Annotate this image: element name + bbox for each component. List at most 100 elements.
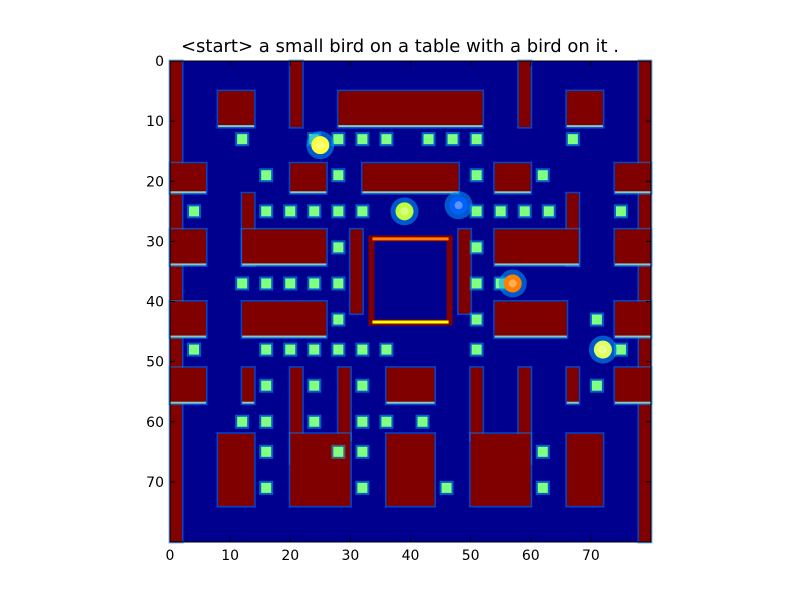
pellet <box>333 278 344 289</box>
wall-edge <box>494 335 567 338</box>
pellet <box>519 206 530 217</box>
wall-block <box>566 367 579 404</box>
pellet <box>591 380 602 391</box>
ghost-3-core <box>508 279 517 288</box>
wall-block <box>386 367 435 404</box>
wall-block <box>170 229 207 266</box>
wall-block <box>218 91 255 128</box>
pellet <box>309 344 320 355</box>
pellet <box>537 170 548 181</box>
pellet <box>237 134 248 145</box>
wall-edge <box>218 125 255 128</box>
wall-edge <box>242 401 255 404</box>
pellet <box>285 278 296 289</box>
pellet <box>237 416 248 427</box>
pellet <box>261 206 272 217</box>
ghost-2-core <box>454 201 463 210</box>
wall-block <box>290 163 327 194</box>
pellet <box>333 314 344 325</box>
wall-block <box>566 91 603 128</box>
chart-title: <start> a small bird on a table with a b… <box>180 36 620 57</box>
pellet <box>309 416 320 427</box>
wall-edge <box>566 125 603 128</box>
wall-edge <box>242 263 327 266</box>
wall-edge <box>614 263 651 266</box>
wall-block <box>470 367 483 440</box>
maze-heatmap <box>168 59 653 544</box>
wall-block <box>338 367 351 440</box>
wall-edge <box>362 191 459 194</box>
pellet <box>261 278 272 289</box>
pellet <box>357 380 368 391</box>
pellet <box>471 170 482 181</box>
wall-block <box>386 433 435 506</box>
ghost-3 <box>503 274 522 293</box>
x-tick-label: 70 <box>582 548 600 564</box>
wall-block <box>362 163 459 194</box>
ghost-2 <box>449 196 468 215</box>
wall-edge <box>242 335 327 338</box>
wall-block <box>470 433 531 506</box>
x-tick-label: 30 <box>341 548 359 564</box>
pellet <box>261 170 272 181</box>
wall-block <box>290 61 303 128</box>
pellet <box>417 416 428 427</box>
pellet <box>333 170 344 181</box>
ghost-1 <box>395 202 414 221</box>
wall-block <box>614 229 651 266</box>
y-tick-label: 30 <box>146 234 164 250</box>
pellet <box>381 344 392 355</box>
y-tick-label: 40 <box>146 295 164 311</box>
pellet <box>591 314 602 325</box>
pellet <box>615 344 626 355</box>
wall-edge <box>170 401 207 404</box>
pellet <box>537 482 548 493</box>
wall-edge <box>614 401 651 404</box>
pellet <box>189 206 200 217</box>
wall-block <box>218 433 255 506</box>
ghost-box-interior <box>374 241 447 320</box>
wall-block <box>494 301 567 338</box>
ghost-box-edge <box>372 320 449 324</box>
x-tick-label: 60 <box>522 548 540 564</box>
wall-edge <box>494 263 579 266</box>
pacman-core <box>316 141 325 150</box>
pellet <box>261 380 272 391</box>
wall-block <box>290 433 351 506</box>
pacman <box>311 136 330 155</box>
pellet <box>471 242 482 253</box>
ghost-4-core <box>598 345 607 354</box>
pellet <box>261 344 272 355</box>
pellet <box>567 134 578 145</box>
pellet <box>441 482 452 493</box>
pellet <box>357 206 368 217</box>
pellet <box>471 314 482 325</box>
pellet <box>357 482 368 493</box>
pellet <box>381 134 392 145</box>
pellet <box>309 380 320 391</box>
wall-edge <box>614 335 651 338</box>
wall-block <box>614 301 651 338</box>
pellet <box>423 134 434 145</box>
pellet <box>615 206 626 217</box>
y-tick-label: 20 <box>146 174 164 190</box>
pellet <box>537 446 548 457</box>
wall-block <box>566 433 603 506</box>
x-tick-label: 10 <box>221 548 239 564</box>
wall-block <box>494 229 579 266</box>
wall-block <box>170 163 207 194</box>
pellet <box>357 416 368 427</box>
wall-block <box>338 91 483 128</box>
wall-edge <box>170 191 207 194</box>
pellet <box>309 206 320 217</box>
wall-edge <box>290 191 327 194</box>
pellet <box>285 206 296 217</box>
pellet <box>261 416 272 427</box>
pellet <box>381 416 392 427</box>
pellet <box>495 206 506 217</box>
wall-edge <box>170 263 207 266</box>
pellet <box>333 344 344 355</box>
ghost-1-core <box>400 207 409 216</box>
pellet <box>261 446 272 457</box>
